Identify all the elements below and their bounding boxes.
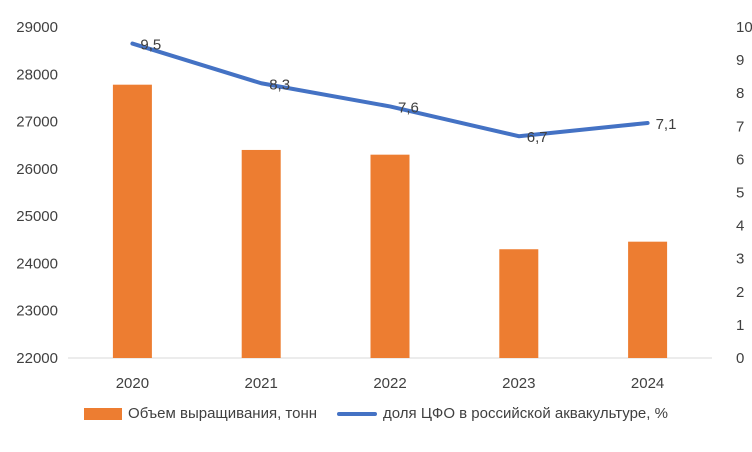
bar xyxy=(241,149,281,358)
legend-item-bars: Объем выращивания, тонн xyxy=(84,405,317,422)
legend: Объем выращивания, тонн доля ЦФО в росси… xyxy=(0,405,752,422)
line-data-label: 7,6 xyxy=(398,99,419,116)
bar xyxy=(628,241,668,358)
bar xyxy=(370,154,410,358)
series-line xyxy=(130,41,650,139)
y-right-tick-label: 0 xyxy=(736,350,744,367)
y-right-tick-label: 1 xyxy=(736,317,744,334)
y-left-tick-label: 24000 xyxy=(16,255,58,272)
bar xyxy=(112,84,152,358)
x-tick-label: 2022 xyxy=(373,375,406,392)
legend-swatch-bars xyxy=(84,407,123,420)
y-right-tick-label: 6 xyxy=(736,151,744,168)
y-right-tick-label: 4 xyxy=(736,218,744,235)
x-tick-label: 2023 xyxy=(502,375,535,392)
x-tick-label: 2020 xyxy=(116,375,149,392)
bar xyxy=(499,249,539,358)
y-left-tick-label: 27000 xyxy=(16,114,58,131)
x-tick-label: 2021 xyxy=(245,375,278,392)
y-left-tick-label: 23000 xyxy=(16,303,58,320)
combo-chart: 22000 23000 24000 25000 26000 27000 28000 29000… xyxy=(16,19,752,392)
y-left-tick-label: 29000 xyxy=(16,19,58,36)
y-right-tick-label: 5 xyxy=(736,185,744,202)
line-data-label: 9,5 xyxy=(140,37,161,54)
y-right-tick-label: 9 xyxy=(736,52,744,69)
y-right-tick-label: 2 xyxy=(736,284,744,301)
x-tick-label: 2024 xyxy=(631,375,664,392)
y-right-tick-label: 8 xyxy=(736,85,744,102)
legend-label-bars: Объем выращивания, тонн xyxy=(128,405,318,422)
y-left-tick-label: 25000 xyxy=(16,208,58,225)
y-left-tick-label: 22000 xyxy=(16,350,58,367)
y-left-tick-label: 26000 xyxy=(16,161,58,178)
y-right-tick-label: 3 xyxy=(736,251,744,268)
legend-label-line: доля ЦФО в российской аквакультуре, % xyxy=(383,405,668,422)
line-data-label: 6,7 xyxy=(527,129,548,146)
line-data-label: 8,3 xyxy=(269,76,290,93)
legend-swatch-line xyxy=(337,411,378,416)
legend-item-line: доля ЦФО в российской аквакультуре, % xyxy=(337,405,668,422)
y-right-tick-label: 10 xyxy=(736,19,752,36)
y-right-tick-label: 7 xyxy=(736,118,744,135)
line-data-label: 7,1 xyxy=(656,116,677,133)
y-left-tick-label: 28000 xyxy=(16,66,58,83)
